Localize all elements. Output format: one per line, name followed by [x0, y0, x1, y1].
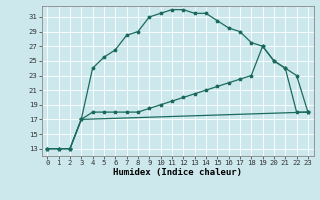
X-axis label: Humidex (Indice chaleur): Humidex (Indice chaleur)	[113, 168, 242, 177]
